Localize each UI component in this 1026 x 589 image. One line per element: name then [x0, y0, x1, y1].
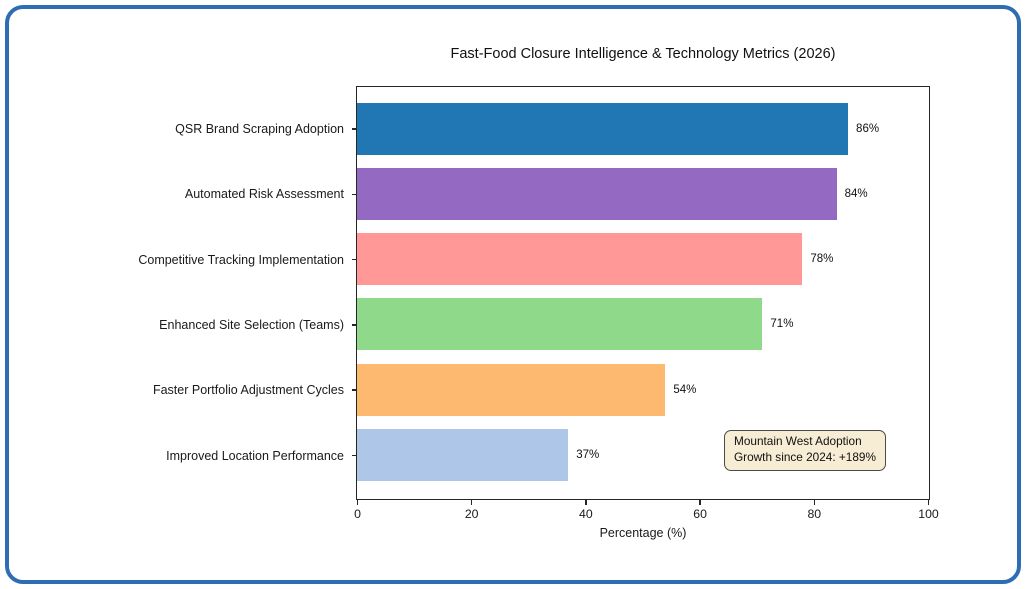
annotation-line-1: Mountain West Adoption: [734, 434, 862, 448]
y-tick-mark: [351, 389, 356, 391]
y-category-label: Competitive Tracking Implementation: [138, 252, 344, 267]
x-tick-label: 80: [807, 507, 822, 521]
y-tick-mark: [351, 454, 356, 457]
bar-4: [357, 298, 763, 351]
x-tick-mark: [927, 500, 930, 505]
y-category-label: Enhanced Site Selection (Teams): [159, 317, 344, 332]
bar-value-label: 37%: [576, 449, 600, 461]
x-tick-mark: [585, 500, 587, 505]
bar-6: [357, 429, 569, 481]
x-tick-label: 20: [464, 507, 479, 521]
bar-value-label: 78%: [810, 253, 834, 266]
x-axis-title: Percentage (%): [599, 526, 687, 540]
bar-value-label: 84%: [844, 187, 868, 200]
bar-value-label: 71%: [770, 318, 794, 331]
bar-2: [357, 167, 837, 220]
y-tick-mark: [351, 258, 356, 261]
bar-5: [357, 363, 666, 416]
y-tick-mark: [351, 128, 356, 130]
y-axis-labels: QSR Brand Scraping Adoption Automated Ris…: [0, 86, 356, 500]
bar-1: [357, 102, 849, 155]
x-tick-label: 40: [579, 507, 593, 521]
bar-3: [357, 233, 803, 286]
x-axis-ticks: 0 20 40 60 80 100: [354, 500, 939, 540]
x-tick-mark: [813, 500, 816, 505]
y-tick-mark: [351, 193, 356, 196]
y-category-label: Improved Location Performance: [166, 448, 344, 463]
x-tick-mark: [356, 500, 359, 505]
y-tick-mark: [351, 324, 356, 326]
bar-value-label: 54%: [673, 383, 697, 396]
x-tick-mark: [699, 500, 701, 505]
x-tick-label: 60: [693, 507, 707, 521]
annotation-line-2: Growth since 2024: +189%: [734, 449, 876, 464]
x-tick-label: 0: [354, 507, 361, 521]
x-tick-label: 100: [918, 507, 939, 521]
y-category-label: QSR Brand Scraping Adoption: [175, 122, 344, 136]
chart-title: Fast-Food Closure Intelligence & Technol…: [450, 46, 836, 62]
y-category-label: Faster Portfolio Adjustment Cycles: [152, 383, 344, 398]
annotation-box: Mountain West Adoption Growth since 2024…: [724, 430, 886, 471]
y-category-label: Automated Risk Assessment: [184, 187, 344, 202]
bar-value-label: 86%: [856, 122, 880, 135]
x-tick-mark: [470, 500, 473, 505]
